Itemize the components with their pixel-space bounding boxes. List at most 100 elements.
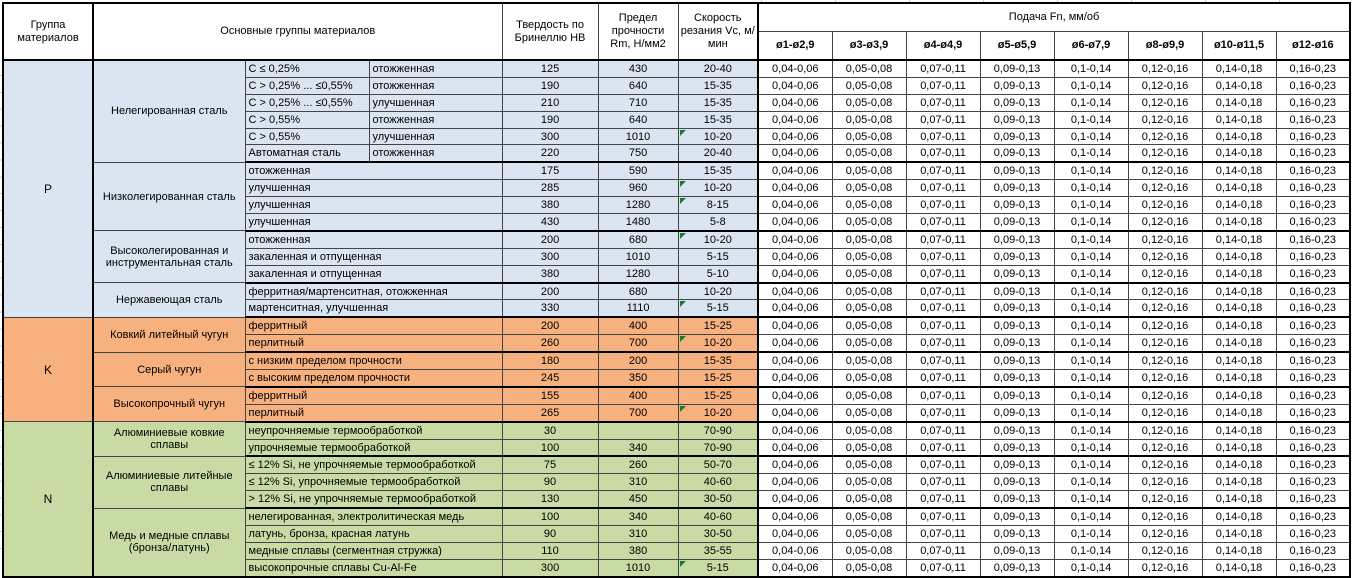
feed-value-cell[interactable]: 0,04-0,06	[757, 76, 833, 95]
feed-value-cell[interactable]: 0,07-0,11	[905, 282, 981, 301]
feed-value-cell[interactable]: 0,09-0,13	[979, 541, 1055, 560]
feed-value-cell[interactable]: 0,16-0,23	[1275, 558, 1351, 578]
feed-value-cell[interactable]: 0,09-0,13	[979, 144, 1055, 164]
feed-value-cell[interactable]: 0,05-0,08	[831, 264, 907, 284]
feed-value-cell[interactable]: 0,14-0,18	[1201, 247, 1277, 266]
feed-value-cell[interactable]: 0,05-0,08	[831, 127, 907, 146]
feed-value-cell[interactable]: 0,05-0,08	[831, 334, 907, 354]
feed-value-cell[interactable]: 0,04-0,06	[757, 334, 833, 354]
cutting-speed-cell[interactable]: 40-60	[677, 473, 759, 492]
feed-value-cell[interactable]: 0,07-0,11	[905, 558, 981, 578]
feed-value-cell[interactable]: 0,09-0,13	[979, 438, 1055, 458]
feed-value-cell[interactable]: 0,12-0,16	[1127, 247, 1203, 266]
feed-value-cell[interactable]: 0,12-0,16	[1127, 351, 1203, 371]
cutting-speed-cell[interactable]: 10-20	[677, 334, 759, 354]
feed-value-cell[interactable]: 0,16-0,23	[1275, 127, 1351, 146]
feed-value-cell[interactable]: 0,12-0,16	[1127, 507, 1203, 527]
material-subgroup-name[interactable]: Медь и медные сплавы (бронза/латунь)	[92, 507, 246, 578]
feed-value-cell[interactable]: 0,07-0,11	[905, 110, 981, 129]
strength-cell[interactable]: 400	[597, 386, 679, 405]
hardness-cell[interactable]: 200	[501, 230, 599, 249]
feed-value-cell[interactable]: 0,09-0,13	[979, 351, 1055, 371]
feed-value-cell[interactable]: 0,1-0,14	[1053, 76, 1129, 95]
cutting-speed-cell[interactable]: 10-20	[677, 230, 759, 249]
strength-cell[interactable]: 640	[597, 110, 679, 129]
feed-value-cell[interactable]: 0,12-0,16	[1127, 264, 1203, 284]
feed-value-cell[interactable]: 0,07-0,11	[905, 541, 981, 560]
feed-value-cell[interactable]: 0,16-0,23	[1275, 507, 1351, 527]
header-main-material-groups[interactable]: Основные группы материалов	[92, 2, 503, 61]
material-spec-cell[interactable]: отожженная	[244, 230, 503, 249]
feed-value-cell[interactable]: 0,05-0,08	[831, 438, 907, 458]
feed-value-cell[interactable]: 0,14-0,18	[1201, 334, 1277, 354]
feed-value-cell[interactable]: 0,1-0,14	[1053, 144, 1129, 164]
material-spec-cell[interactable]: отожженная	[244, 161, 503, 181]
feed-value-cell[interactable]: 0,09-0,13	[979, 230, 1055, 249]
hardness-cell[interactable]: 100	[501, 438, 599, 458]
feed-value-cell[interactable]: 0,12-0,16	[1127, 525, 1203, 543]
hardness-cell[interactable]: 130	[501, 490, 599, 510]
cutting-speed-cell[interactable]: 5-15	[677, 299, 759, 319]
feed-value-cell[interactable]: 0,07-0,11	[905, 455, 981, 475]
feed-value-cell[interactable]: 0,1-0,14	[1053, 93, 1129, 112]
feed-value-cell[interactable]: 0,14-0,18	[1201, 490, 1277, 510]
cutting-speed-cell[interactable]: 10-20	[677, 403, 759, 423]
cutting-speed-cell[interactable]: 15-25	[677, 316, 759, 336]
feed-value-cell[interactable]: 0,09-0,13	[979, 386, 1055, 405]
feed-value-cell[interactable]: 0,14-0,18	[1201, 369, 1277, 388]
feed-value-cell[interactable]: 0,05-0,08	[831, 282, 907, 301]
feed-value-cell[interactable]: 0,07-0,11	[905, 179, 981, 198]
feed-value-cell[interactable]: 0,1-0,14	[1053, 299, 1129, 319]
material-spec-cell[interactable]: C > 0,25% ... ≤0,55%	[244, 93, 370, 112]
feed-value-cell[interactable]: 0,14-0,18	[1201, 179, 1277, 198]
feed-value-cell[interactable]: 0,05-0,08	[831, 76, 907, 95]
feed-value-cell[interactable]: 0,04-0,06	[757, 110, 833, 129]
strength-cell[interactable]: 260	[597, 455, 679, 475]
feed-value-cell[interactable]: 0,07-0,11	[905, 264, 981, 284]
material-spec-cell[interactable]: упрочняемые термообработкой	[244, 438, 503, 458]
feed-value-cell[interactable]: 0,09-0,13	[979, 76, 1055, 95]
feed-value-cell[interactable]: 0,12-0,16	[1127, 334, 1203, 354]
feed-value-cell[interactable]: 0,1-0,14	[1053, 473, 1129, 492]
feed-value-cell[interactable]: 0,1-0,14	[1053, 507, 1129, 527]
hardness-cell[interactable]: 155	[501, 386, 599, 405]
feed-value-cell[interactable]: 0,14-0,18	[1201, 351, 1277, 371]
cutting-speed-cell[interactable]: 15-25	[677, 369, 759, 388]
cutting-speed-cell[interactable]: 10-20	[677, 282, 759, 301]
material-spec-cell[interactable]: ≤ 12% Si, не упрочняемые термообработкой	[244, 455, 503, 475]
cutting-speed-cell[interactable]: 15-35	[677, 161, 759, 181]
feed-value-cell[interactable]: 0,07-0,11	[905, 247, 981, 266]
header-feed-col-6[interactable]: ø10-ø11,5	[1201, 31, 1277, 61]
feed-value-cell[interactable]: 0,04-0,06	[757, 558, 833, 578]
feed-value-cell[interactable]: 0,16-0,23	[1275, 179, 1351, 198]
strength-cell[interactable]: 1010	[597, 247, 679, 266]
strength-cell[interactable]: 1010	[597, 558, 679, 578]
feed-value-cell[interactable]: 0,05-0,08	[831, 558, 907, 578]
material-spec-cell[interactable]: неупрочняемые термообработкой	[244, 421, 503, 440]
feed-value-cell[interactable]: 0,05-0,08	[831, 541, 907, 560]
feed-value-cell[interactable]: 0,16-0,23	[1275, 455, 1351, 475]
header-feed-col-4[interactable]: ø6-ø7,9	[1053, 31, 1129, 61]
strength-cell[interactable]: 380	[597, 541, 679, 560]
feed-value-cell[interactable]: 0,14-0,18	[1201, 386, 1277, 405]
strength-cell[interactable]: 700	[597, 403, 679, 423]
feed-value-cell[interactable]: 0,04-0,06	[757, 386, 833, 405]
strength-cell[interactable]: 1110	[597, 299, 679, 319]
strength-cell[interactable]: 450	[597, 490, 679, 510]
feed-value-cell[interactable]: 0,07-0,11	[905, 127, 981, 146]
feed-value-cell[interactable]: 0,1-0,14	[1053, 490, 1129, 510]
strength-cell[interactable]	[597, 421, 679, 440]
header-brinell-hardness[interactable]: Твердость по Бринеллю HB	[501, 2, 599, 61]
cutting-speed-cell[interactable]: 70-90	[677, 421, 759, 440]
material-subgroup-name[interactable]: Алюминиевые литейные сплавы	[92, 455, 246, 509]
hardness-cell[interactable]: 330	[501, 299, 599, 319]
hardness-cell[interactable]: 380	[501, 264, 599, 284]
feed-value-cell[interactable]: 0,07-0,11	[905, 93, 981, 112]
header-feed-col-0[interactable]: ø1-ø2,9	[757, 31, 833, 61]
material-subgroup-name[interactable]: Серый чугун	[92, 351, 246, 388]
material-spec-cell[interactable]: C > 0,55%	[244, 127, 370, 146]
feed-value-cell[interactable]: 0,04-0,06	[757, 196, 833, 215]
material-spec-cell[interactable]: перлитный	[244, 334, 503, 354]
feed-value-cell[interactable]: 0,09-0,13	[979, 282, 1055, 301]
feed-value-cell[interactable]: 0,16-0,23	[1275, 230, 1351, 249]
